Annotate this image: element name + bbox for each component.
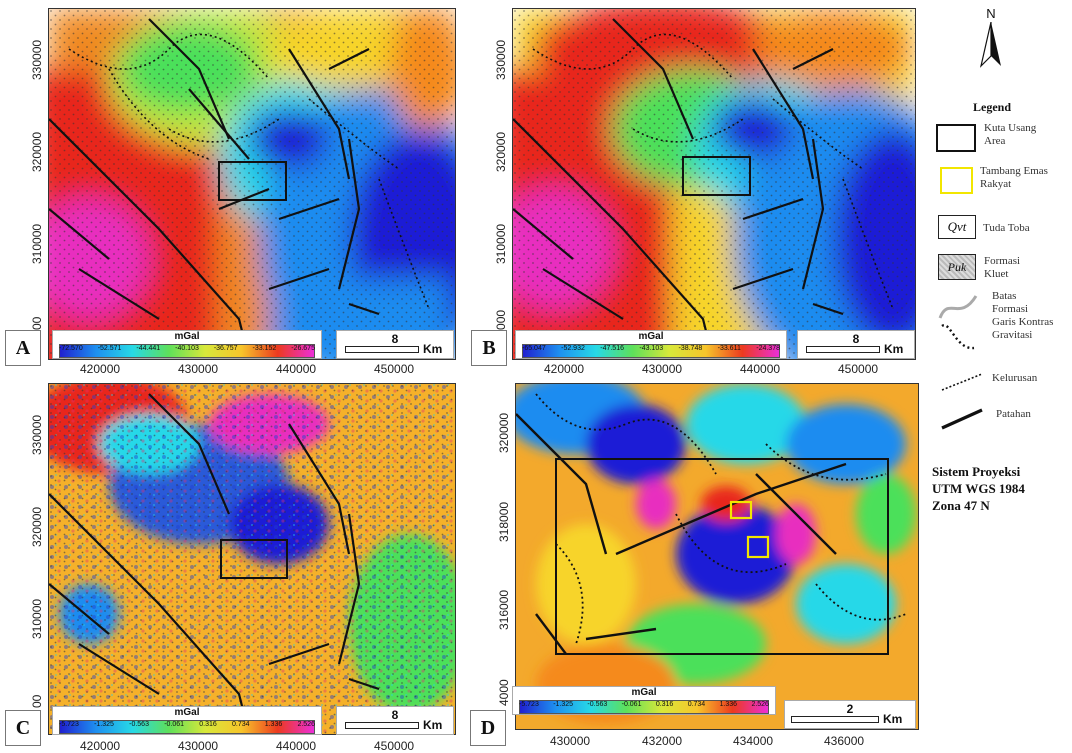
north-arrow-icon bbox=[979, 22, 1001, 68]
colorbar-values: -5.723 -1.325 -0.563 -0.061 0.316 0.734 1.3… bbox=[59, 721, 315, 728]
legend-title: Legend bbox=[973, 100, 1012, 114]
gray-curve-icon bbox=[938, 295, 978, 319]
map-d-kuta-usang-detail bbox=[515, 383, 919, 730]
panel-label: D bbox=[470, 710, 506, 746]
legend-item-patahan: Patahan bbox=[996, 408, 1031, 420]
scale-bar: 2 Km bbox=[784, 700, 916, 729]
map-a-bouguer-anomaly bbox=[48, 8, 456, 360]
patterned-box-icon: Puk bbox=[938, 254, 976, 280]
x-tick: 450000 bbox=[374, 362, 415, 376]
legend-item-formasi-kluet: Formasi Kluet bbox=[984, 255, 1021, 280]
north-arrow: N bbox=[976, 6, 1016, 72]
map-b-anomaly bbox=[512, 8, 916, 360]
y-tick: 00 bbox=[30, 316, 44, 330]
x-tick: 432000 bbox=[642, 734, 683, 748]
legend-item-kuta-usang: Kuta Usang Area bbox=[984, 122, 1037, 147]
y-tick: 310000 bbox=[494, 223, 508, 264]
x-tick: 430000 bbox=[178, 362, 219, 376]
colorbar: mGal -65.047 -52.932 -47.516 -43.103 -38.7… bbox=[515, 330, 787, 359]
y-tick: 330000 bbox=[30, 414, 44, 455]
colorbar-title: mGal bbox=[631, 687, 657, 698]
y-tick: 320000 bbox=[497, 412, 511, 453]
colorbar: mGal -5.723 -1.325 -0.563 -0.061 0.316 0.73… bbox=[512, 686, 776, 715]
legend-item-garis-kontras: Garis Kontras Gravitasi bbox=[992, 316, 1054, 341]
x-tick: 430000 bbox=[642, 362, 683, 376]
y-tick: 310000 bbox=[30, 223, 44, 264]
y-tick: 330000 bbox=[494, 39, 508, 80]
scale-bar: 8 Km bbox=[797, 330, 915, 359]
y-tick: 330000 bbox=[30, 39, 44, 80]
y-tick: 4000 bbox=[497, 679, 511, 706]
colorbar-title: mGal bbox=[174, 331, 200, 342]
map-c-residual-anomaly bbox=[48, 383, 456, 735]
y-tick: 316000 bbox=[497, 589, 511, 630]
y-tick: 320000 bbox=[30, 131, 44, 172]
legend-item-batas-formasi: Batas Formasi bbox=[992, 290, 1029, 315]
y-tick: 310000 bbox=[30, 598, 44, 639]
qvt-box-icon: Qvt bbox=[938, 215, 976, 239]
x-tick: 430000 bbox=[550, 734, 591, 748]
projection-info: Sistem Proyeksi UTM WGS 1984 Zona 47 N bbox=[932, 464, 1025, 513]
colorbar-title: mGal bbox=[638, 331, 664, 342]
colorbar: mGal -5.723 -1.325 -0.563 -0.061 0.316 0.73… bbox=[52, 706, 322, 735]
x-tick: 420000 bbox=[544, 362, 585, 376]
x-tick: 450000 bbox=[838, 362, 879, 376]
y-tick: 318000 bbox=[497, 501, 511, 542]
legend-item-tambang-emas: Tambang Emas Rakyat bbox=[980, 165, 1048, 190]
x-tick: 434000 bbox=[733, 734, 774, 748]
dotted-curve-icon bbox=[941, 324, 975, 350]
x-tick: 440000 bbox=[740, 362, 781, 376]
panel-label: B bbox=[471, 330, 507, 366]
x-tick: 440000 bbox=[276, 739, 317, 753]
north-letter: N bbox=[986, 6, 996, 21]
y-tick: 00 bbox=[30, 694, 44, 708]
y-tick: 320000 bbox=[494, 131, 508, 172]
legend-item-kelurusan: Kelurusan bbox=[992, 372, 1038, 384]
panel-label: A bbox=[5, 330, 41, 366]
scale-bar: 8 Km bbox=[336, 706, 454, 735]
x-tick: 440000 bbox=[276, 362, 317, 376]
colorbar-values: -72.570 -52.571 -44.441 -40.103 -36.757 -33… bbox=[59, 345, 315, 352]
x-tick: 436000 bbox=[824, 734, 865, 748]
scale-bar: 8 Km bbox=[336, 330, 454, 359]
colorbar-title: mGal bbox=[174, 707, 200, 718]
legend-item-tuda-toba: Tuda Toba bbox=[983, 222, 1030, 234]
black-rectangle-icon bbox=[936, 124, 976, 152]
dotted-line-icon bbox=[941, 373, 983, 391]
x-tick: 450000 bbox=[374, 739, 415, 753]
panel-label: C bbox=[5, 710, 41, 746]
colorbar-values: -5.723 -1.325 -0.563 -0.061 0.316 0.734 1.3… bbox=[519, 701, 769, 708]
x-tick: 420000 bbox=[80, 362, 121, 376]
colorbar: mGal -72.570 -52.571 -44.441 -40.103 -36.7… bbox=[52, 330, 322, 359]
yellow-rectangle-icon bbox=[940, 167, 973, 194]
thick-line-icon bbox=[941, 408, 983, 430]
x-tick: 420000 bbox=[80, 739, 121, 753]
colorbar-values: -65.047 -52.932 -47.516 -43.103 -38.748 -33… bbox=[522, 345, 780, 352]
x-tick: 430000 bbox=[178, 739, 219, 753]
y-tick: 320000 bbox=[30, 506, 44, 547]
